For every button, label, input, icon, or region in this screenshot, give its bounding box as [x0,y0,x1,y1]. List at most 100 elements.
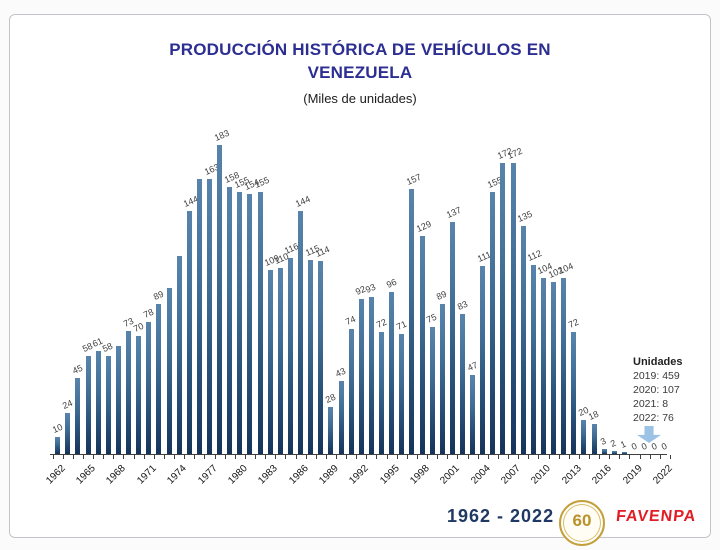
bar-value-label-1993: 93 [364,281,378,295]
bar-value-label-2020: 0 [639,440,649,452]
year-range-label: 1962 - 2022 [447,506,555,526]
x-axis-tick [619,455,621,459]
bar-1972 [156,303,162,454]
bar-1978 [217,144,223,454]
bar-2004 [480,266,486,454]
x-axis-tick [163,455,165,459]
bar-1975 [186,210,192,454]
bar-value-label-1964: 45 [70,362,85,376]
bar-value-label-1986: 144 [293,193,312,209]
x-axis-tick [336,455,337,459]
bar-1990 [338,381,344,454]
x-axis-tick [477,455,479,459]
bar-value-label-1994: 72 [374,317,388,331]
x-axis-tick [406,455,408,459]
x-axis-tick [103,455,105,459]
x-axis-tick [487,455,489,459]
x-axis-tick [275,455,277,459]
x-axis-tick [376,455,378,459]
bar-1964 [75,377,81,454]
bar-2006 [500,163,506,454]
bar-1989 [328,406,334,454]
bar-1983 [267,269,273,454]
x-axis-tick [285,455,287,459]
x-axis-tick [93,455,95,459]
bar-2013 [571,332,577,454]
bar-1981 [247,193,253,454]
bar-value-label-2002: 83 [455,298,469,312]
bar-value-label-1996: 71 [394,318,408,333]
x-axis-tick [437,455,439,459]
bar-value-label-1972: 89 [151,288,166,302]
bar-value-label-2019: 0 [629,440,639,452]
x-axis-tick [599,455,601,459]
x-axis-tick [113,455,115,459]
bar-2014 [581,420,587,454]
units-annotation: Unidades 2019: 459 2020: 107 2021: 8 202… [633,355,708,425]
x-axis-tick [315,455,317,459]
bar-2007 [510,163,516,454]
bar-2000 [439,303,445,454]
bar-value-label-1997: 157 [404,171,423,187]
bar-value-label-1962: 10 [50,421,64,436]
favenpa-logo: FAVENPA [615,508,698,525]
x-axis-tick [558,455,560,459]
x-axis-tick [578,455,580,459]
bar-chart-plot-area: 10 24 45 58 61 58 73 70 78 89 144 163 183 158 155 154 15… [44,125,695,486]
annotation-line-2022: 2022: 76 [633,412,674,424]
bar-1996 [399,334,405,454]
x-axis-tick [83,455,84,459]
bar-1982 [257,192,263,454]
bar-1986 [298,210,304,454]
bar-value-label-1999: 75 [425,312,439,326]
x-axis-tick [589,455,590,459]
bar-value-label-2022: 0 [659,440,669,452]
bar-value-label-2013: 72 [566,317,580,331]
x-axis-tick [295,455,297,459]
bar-1979 [227,186,233,454]
bar-value-label-2000: 89 [435,288,449,302]
bar-1994 [379,332,385,454]
bar-2017 [611,450,617,454]
bar-value-label-2021: 0 [649,440,659,452]
bar-value-label-1967: 58 [101,340,115,354]
chart-title-line2: VENEZUELA [307,63,413,82]
bar-1984 [277,268,283,454]
bar-value-label-1998: 129 [414,218,433,234]
bar-2018 [621,452,627,454]
bar-1980 [237,192,243,454]
bar-1966 [95,350,101,454]
bar-1974 [176,256,182,454]
bar-1995 [389,291,395,454]
x-axis-tick [72,455,74,459]
bar-value-label-2018: 1 [619,439,628,451]
x-axis-tick [325,455,327,459]
bar-1977 [207,178,212,454]
x-axis-tick [184,455,186,459]
bar-1988 [318,261,324,454]
title-block: PRODUCCIÓN HISTÓRICA DE VEHÍCULOS EN VEN… [0,38,720,106]
x-axis-tick [416,455,418,459]
x-axis-tick [548,455,550,459]
bar-1987 [308,259,314,454]
bar-1970 [136,335,142,454]
bar-1963 [65,413,71,454]
x-axis-tick [427,455,429,459]
bar-1985 [287,257,293,454]
bar-value-label-1963: 24 [60,398,74,412]
x-axis-tick [255,455,257,459]
x-axis-tick [224,455,226,459]
bar-value-label-1991: 74 [344,313,358,327]
bar-2022 [662,453,668,454]
x-axis-tick [467,455,469,459]
chart-subtitle: (Miles de unidades) [303,91,417,106]
x-axis-tick [528,455,530,459]
x-axis-tick [346,455,348,459]
bar-2021 [652,453,658,454]
bar-2008 [520,225,526,454]
bar-1997 [409,188,415,454]
x-axis-tick [356,455,358,459]
bar-2019 [632,453,638,454]
bar-2010 [540,278,546,454]
